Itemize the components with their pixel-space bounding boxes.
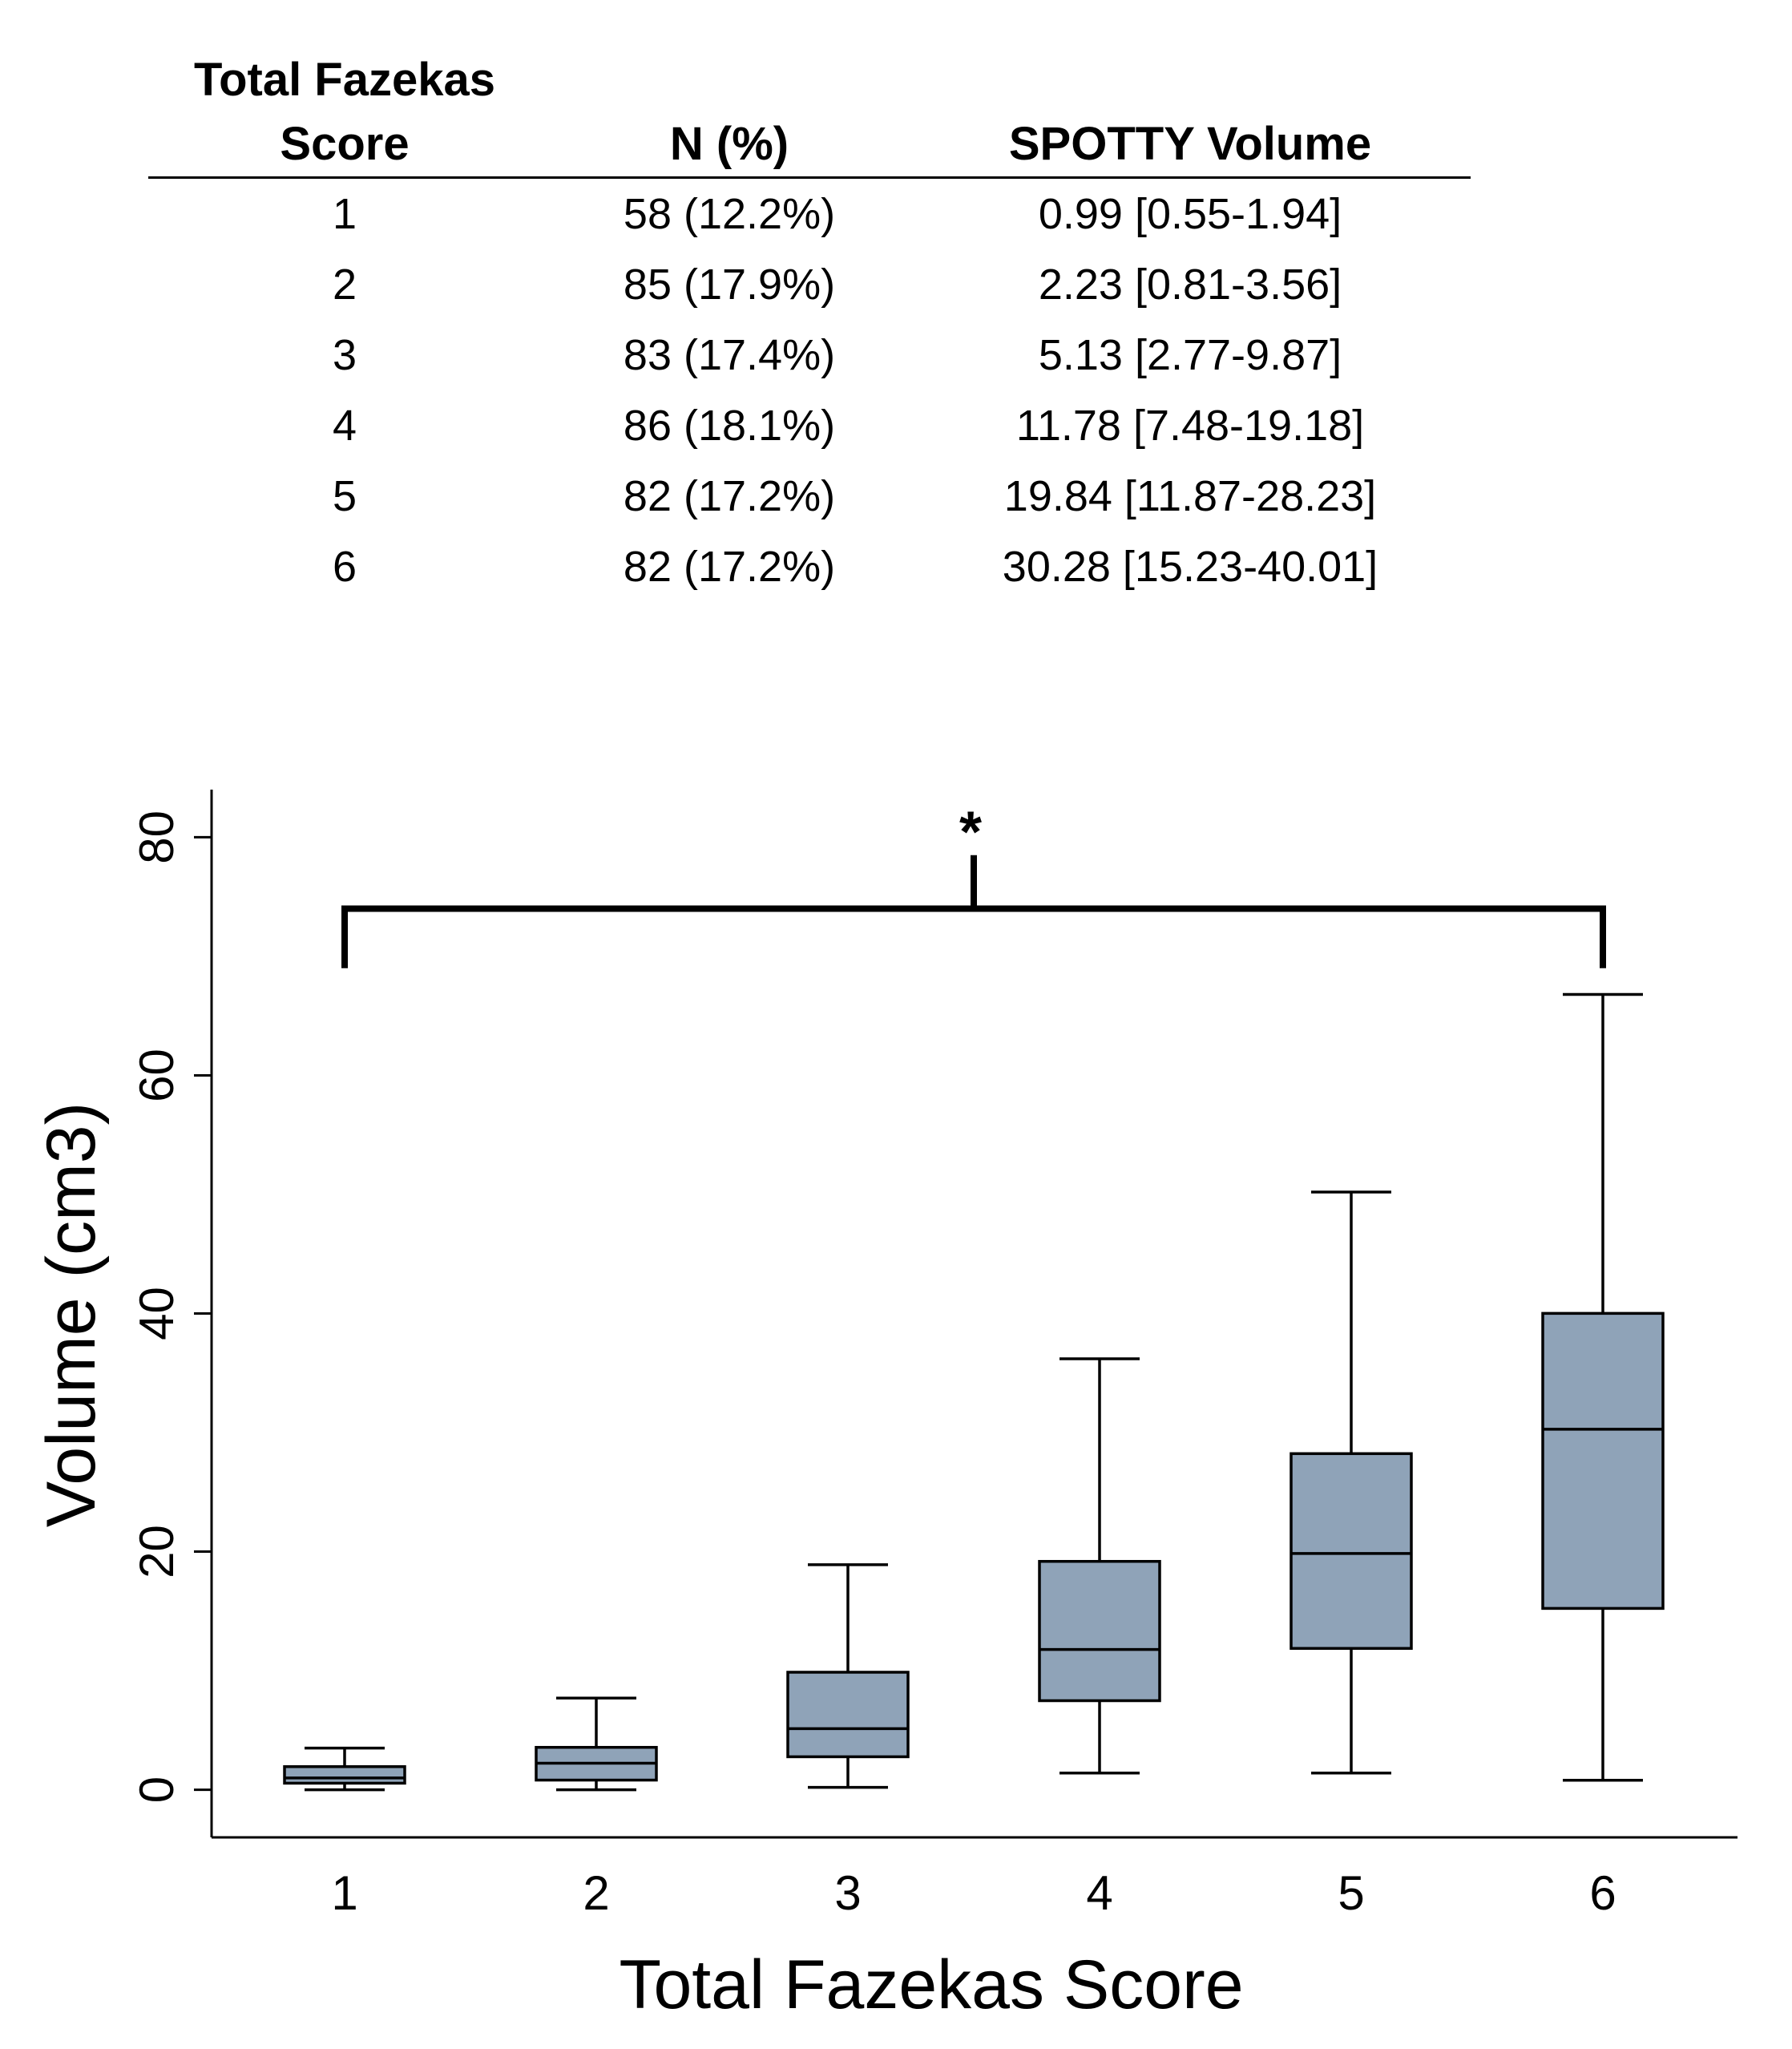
y-axis-title: Volume (cm3)	[33, 1102, 110, 1528]
header-volume: SPOTTY Volume	[1008, 118, 1372, 170]
cell-score: 5	[332, 472, 357, 520]
box-group	[1038, 1357, 1161, 1775]
bracket-line	[341, 905, 1606, 968]
cell-n: 85 (17.9%)	[623, 261, 836, 309]
cell-n: 83 (17.4%)	[623, 331, 836, 379]
cell-volume: 0.99 [0.55-1.94]	[1038, 190, 1342, 238]
significance-bracket: *	[341, 801, 1606, 968]
x-axis-title: Total Fazekas Score	[619, 1946, 1243, 2023]
axes: 0 20 40 60 80 1 2 3 4 5 6	[130, 790, 1738, 1920]
cell-volume: 5.13 [2.77-9.87]	[1038, 331, 1342, 379]
y-tick-label: 80	[130, 810, 184, 864]
box-iqr	[1038, 1559, 1161, 1703]
summary-table: Total Fazekas Score N (%) SPOTTY Volume …	[148, 48, 1471, 602]
cell-score: 3	[332, 331, 357, 379]
cell-volume: 30.28 [15.23-40.01]	[1002, 543, 1378, 591]
x-tick-label: 1	[331, 1866, 357, 1920]
box-group	[1290, 1190, 1413, 1775]
cell-volume: 2.23 [0.81-3.56]	[1038, 261, 1342, 309]
y-tick-label: 0	[130, 1776, 184, 1803]
cell-score: 4	[332, 402, 357, 450]
box-iqr	[1541, 1311, 1665, 1611]
box-iqr	[1290, 1452, 1413, 1651]
cell-n: 58 (12.2%)	[623, 190, 836, 238]
x-tick-label: 3	[834, 1866, 861, 1920]
cell-score: 6	[332, 543, 357, 591]
y-tick-label: 20	[130, 1525, 184, 1578]
x-tick-label: 5	[1338, 1866, 1364, 1920]
cell-volume: 19.84 [11.87-28.23]	[1003, 472, 1377, 520]
table-row: 4 86 (18.1%) 11.78 [7.48-19.18]	[148, 390, 1471, 461]
header-score-line2: Score	[280, 118, 410, 170]
box-iqr	[283, 1765, 406, 1785]
boxes	[283, 992, 1665, 1792]
box-group	[786, 1563, 910, 1789]
table-row: 6 82 (17.2%) 30.28 [15.23-40.01]	[148, 531, 1471, 602]
box-iqr	[786, 1671, 910, 1759]
significance-label: *	[959, 801, 982, 865]
header-n: N (%)	[669, 118, 789, 170]
table-row: 2 85 (17.9%) 2.23 [0.81-3.56]	[148, 249, 1471, 320]
table-header: Total Fazekas Score N (%) SPOTTY Volume	[148, 48, 1471, 179]
x-tick-label: 2	[583, 1866, 609, 1920]
header-score-line1: Total Fazekas	[193, 54, 496, 106]
y-tick-label: 60	[130, 1049, 184, 1102]
cell-n: 86 (18.1%)	[623, 402, 836, 450]
box-group	[535, 1696, 658, 1792]
x-tick-label: 6	[1589, 1866, 1616, 1920]
table-row: 1 58 (12.2%) 0.99 [0.55-1.94]	[148, 179, 1471, 249]
box-group	[1541, 992, 1665, 1782]
cell-score: 2	[332, 261, 357, 309]
x-tick-label: 4	[1086, 1866, 1112, 1920]
box-group	[283, 1746, 406, 1792]
cell-n: 82 (17.2%)	[623, 543, 836, 591]
table-row: 3 83 (17.4%) 5.13 [2.77-9.87]	[148, 320, 1471, 390]
cell-volume: 11.78 [7.48-19.18]	[1015, 402, 1365, 450]
table-row: 5 82 (17.2%) 19.84 [11.87-28.23]	[148, 461, 1471, 531]
cell-score: 1	[332, 190, 357, 238]
y-tick-label: 40	[130, 1287, 184, 1340]
cell-n: 82 (17.2%)	[623, 472, 836, 520]
